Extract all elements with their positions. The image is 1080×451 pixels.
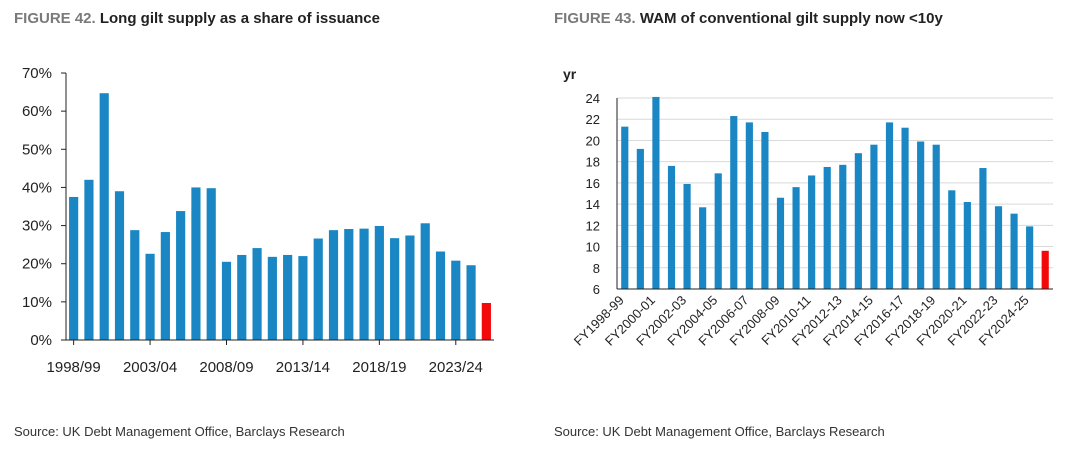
bar-2016/17	[344, 229, 354, 340]
y-tick-label: 0%	[30, 332, 52, 349]
bar-2009/10	[237, 254, 247, 340]
figure-42-title: FIGURE 42. Long gilt supply as a share o…	[14, 10, 380, 27]
bar-2015/16	[328, 230, 339, 340]
bar-2010/11	[252, 248, 262, 340]
bar-FY2022-23	[994, 206, 1003, 289]
bar-FY2015-16	[885, 122, 894, 290]
bar-2008/09	[221, 261, 232, 340]
figure-42-heading: Long gilt supply as a share of issuance	[99, 10, 380, 27]
bar-2018/19	[374, 225, 384, 340]
y-tick-label: 22	[586, 112, 600, 127]
bar-2025/26	[481, 303, 491, 340]
y-tick-label: 10	[586, 240, 600, 255]
bar-1998/99	[69, 196, 79, 340]
bar-FY2008-09	[776, 197, 785, 289]
figure-42-source: Source: UK Debt Management Office, Barcl…	[14, 424, 345, 439]
y-tick-label: 40%	[22, 179, 52, 196]
figure-43-title: FIGURE 43. WAM of conventional gilt supp…	[554, 10, 943, 27]
bar-2017/18	[359, 228, 369, 340]
bar-2001/02	[114, 191, 125, 340]
bar-FY2021-22	[979, 168, 987, 289]
bar-FY2007-08	[761, 131, 769, 289]
bar-2022/23	[435, 251, 446, 340]
y-tick-label: 30%	[22, 218, 52, 235]
bar-2024/25	[466, 265, 476, 340]
bar-2002/03	[130, 230, 140, 340]
bar-FY2000-01	[652, 96, 660, 289]
y-tick-label: 10%	[22, 294, 52, 311]
bar-FY2005-06	[730, 116, 738, 290]
bar-FY2024-25	[1026, 226, 1034, 289]
wam-gilt-supply-chart: yr681012141618202224FY1998-99FY2000-01FY…	[563, 66, 1053, 349]
y-tick-label: 70%	[22, 65, 52, 82]
bar-FY2001-02	[667, 165, 676, 289]
bar-FY2003-04	[699, 207, 707, 289]
x-tick-label: 2003/04	[123, 359, 177, 376]
figure-43-number: FIGURE 43.	[554, 10, 636, 27]
bar-FY1998-99	[621, 126, 629, 290]
y-tick-label: 60%	[22, 103, 52, 120]
bar-2014/15	[313, 238, 323, 340]
y-tick-label: 20%	[22, 256, 52, 273]
x-tick-label: 1998/99	[47, 359, 101, 376]
bar-FY2011-12	[823, 166, 831, 289]
bar-FY2010-11	[808, 175, 816, 289]
bar-2000/01	[99, 93, 109, 340]
bar-FY2023-24	[1010, 213, 1018, 289]
x-tick-label: 2023/24	[429, 359, 483, 376]
y-tick-label: 18	[586, 155, 600, 170]
y-tick-label: 24	[586, 91, 600, 106]
x-tick-label: 2008/09	[199, 359, 253, 376]
bar-FY2018-19	[932, 144, 940, 289]
figure-42-panel: FIGURE 42. Long gilt supply as a share o…	[14, 10, 494, 439]
bar-FY2019-20	[948, 190, 956, 289]
bar-FY2020-21	[963, 201, 971, 289]
bar-2007/08	[206, 188, 216, 340]
bar-2023/24	[451, 260, 461, 340]
bar-FY2025-26	[1041, 250, 1049, 289]
bar-FY2013-14	[854, 153, 862, 289]
y-tick-label: 6	[593, 282, 600, 297]
bar-1999/00	[84, 179, 94, 340]
y-axis-unit-label: yr	[563, 66, 577, 82]
figure-43-source: Source: UK Debt Management Office, Barcl…	[554, 424, 885, 439]
bar-FY2006-07	[745, 122, 753, 290]
bar-2004/05	[160, 232, 170, 340]
bar-2005/06	[176, 211, 186, 340]
bar-FY2012-13	[839, 164, 847, 289]
bar-2019/20	[390, 238, 400, 340]
y-tick-label: 50%	[22, 141, 52, 158]
figure-43-heading: WAM of conventional gilt supply now <10y	[639, 10, 943, 27]
y-tick-label: 16	[586, 176, 600, 191]
bar-FY2016-17	[901, 127, 909, 289]
bar-FY2004-05	[714, 173, 722, 289]
bar-2006/07	[191, 187, 201, 340]
figure-43-panel: FIGURE 43. WAM of conventional gilt supp…	[540, 0, 1080, 451]
bar-FY2017-18	[917, 141, 925, 289]
x-tick-label: 2018/19	[352, 359, 406, 376]
bar-2011/12	[267, 256, 277, 340]
figure-42-number: FIGURE 42.	[14, 10, 96, 27]
bar-2021/22	[420, 223, 430, 340]
long-gilt-share-chart: 0% 10% 20% 30% 40% 50% 60% 70% 1998/99 2003/04 200…	[22, 65, 494, 376]
y-tick-label: 20	[586, 133, 600, 148]
bar-2012/13	[283, 254, 293, 340]
y-tick-label: 8	[593, 261, 600, 276]
bar-2013/14	[298, 256, 308, 340]
bar-FY2002-03	[683, 183, 691, 289]
y-tick-label: 14	[586, 197, 600, 212]
bar-FY2014-15	[870, 144, 878, 289]
bar-2003/04	[145, 253, 155, 340]
y-tick-label: 12	[586, 218, 600, 233]
bar-FY2009-10	[792, 187, 800, 289]
bar-2020/21	[405, 235, 415, 340]
x-tick-label: 2013/14	[276, 359, 330, 376]
bar-FY1999-00	[636, 148, 644, 289]
